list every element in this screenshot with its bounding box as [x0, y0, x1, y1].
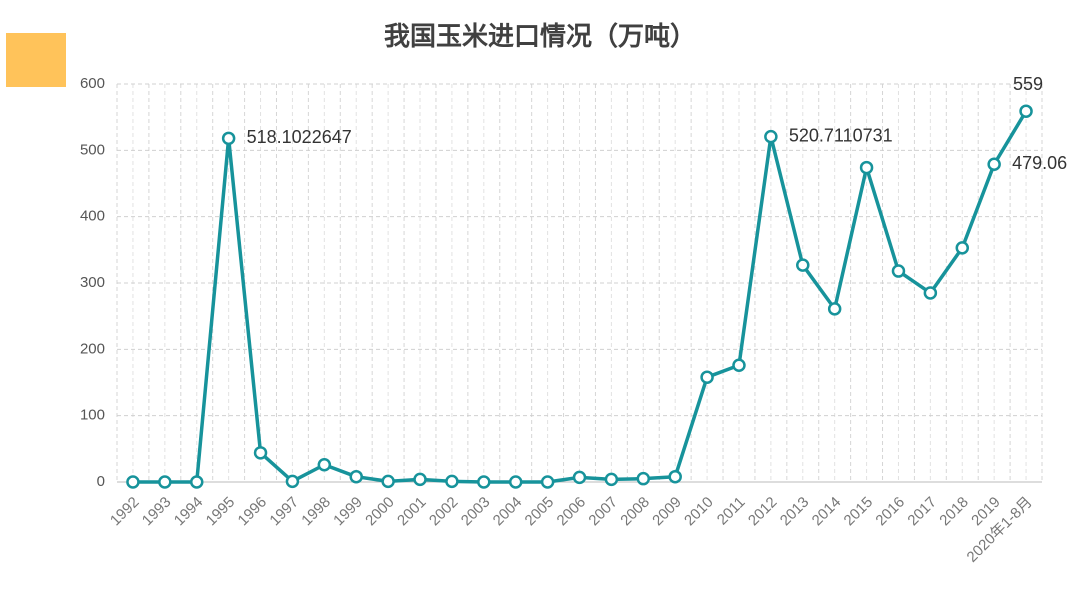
data-label: 520.7110731 — [789, 125, 893, 145]
point — [477, 475, 491, 489]
x-tick-label: 2003 — [458, 494, 494, 530]
x-tick-label: 2001 — [394, 494, 430, 530]
point — [1019, 104, 1033, 118]
x-tick-label: 1994 — [171, 494, 207, 530]
x-tick-label: 1998 — [298, 494, 334, 530]
point — [572, 470, 587, 485]
x-tick-label: 1997 — [266, 494, 302, 530]
point — [381, 474, 395, 489]
x-tick-label: 2015 — [841, 494, 877, 530]
y-tick-label: 400 — [80, 208, 105, 225]
point — [796, 258, 810, 272]
x-tick-label: 2009 — [649, 494, 685, 530]
x-tick-label: 2002 — [426, 494, 462, 530]
point — [349, 469, 363, 484]
point — [668, 469, 682, 484]
point — [987, 157, 1001, 171]
data-label: 559 — [1013, 74, 1043, 94]
x-tick-label: 2012 — [745, 494, 781, 530]
point — [891, 264, 906, 278]
x-tick-label: 1995 — [203, 494, 239, 530]
point — [636, 471, 651, 486]
data-label: 518.1022647 — [247, 127, 352, 147]
point — [158, 475, 172, 489]
decoration — [6, 33, 66, 87]
y-tick-label: 0 — [97, 473, 105, 490]
x-tick-label: 2004 — [490, 494, 526, 530]
x-tick-label: 2014 — [809, 494, 845, 530]
point — [253, 446, 268, 460]
y-tick-label: 300 — [80, 274, 105, 291]
y-tick-label: 600 — [80, 75, 105, 92]
x-tick-label: 2005 — [522, 494, 558, 530]
x-tick-label: 2013 — [777, 494, 813, 530]
point — [221, 131, 236, 146]
point — [413, 472, 427, 487]
x-tick-label: 1996 — [235, 494, 271, 530]
x-tick-label: 2011 — [714, 494, 749, 529]
x-tick-label: 2017 — [904, 494, 940, 530]
x-tick-label: 2008 — [617, 494, 653, 530]
point — [540, 475, 555, 489]
point — [445, 474, 459, 489]
point — [189, 475, 204, 489]
point — [955, 241, 970, 255]
point — [732, 358, 746, 373]
point — [126, 475, 140, 489]
point — [604, 472, 619, 487]
point — [508, 475, 523, 489]
x-tick-label: 1993 — [139, 494, 175, 530]
x-tick-label: 2018 — [936, 494, 972, 530]
point — [317, 458, 332, 472]
x-tick-label: 1999 — [330, 494, 366, 530]
point — [923, 286, 938, 300]
y-tick-label: 500 — [80, 141, 105, 158]
x-tick-label: 2000 — [362, 494, 398, 530]
point — [700, 370, 714, 384]
x-tick-label: 2016 — [872, 494, 908, 530]
x-tick-label: 2007 — [585, 494, 621, 530]
y-tick-label: 200 — [80, 340, 105, 357]
x-tick-label: 2006 — [554, 494, 590, 530]
chart-title: 我国玉米进口情况（万吨） — [384, 21, 696, 51]
x-tick-label: 1992 — [107, 494, 143, 530]
point — [827, 302, 842, 316]
point — [285, 474, 300, 489]
point — [764, 129, 778, 144]
y-tick-label: 100 — [80, 407, 105, 424]
x-tick-label: 2010 — [681, 494, 717, 530]
point — [859, 160, 874, 175]
data-label: 479.06 — [1012, 153, 1067, 173]
